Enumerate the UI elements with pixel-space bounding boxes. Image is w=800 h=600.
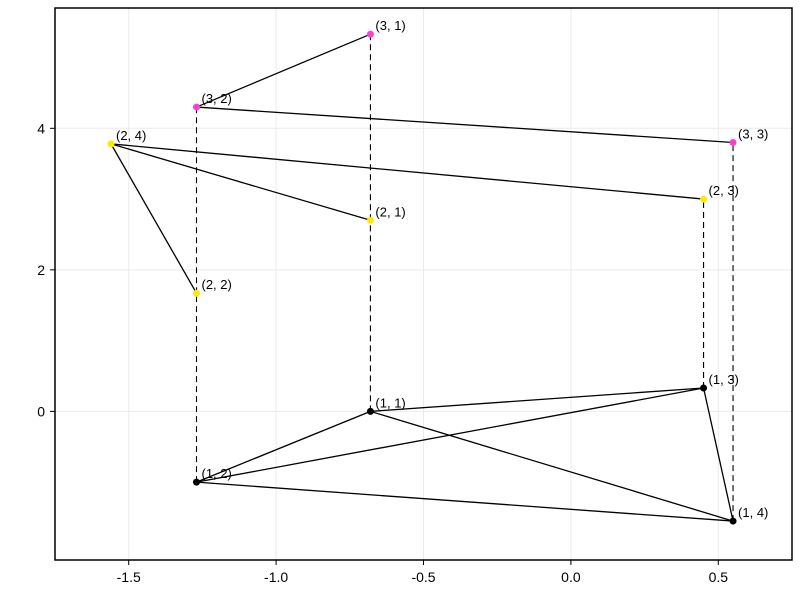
node-2-3 xyxy=(700,196,707,203)
x-tick-label: -1.0 xyxy=(264,569,288,585)
label-1-1: (1, 1) xyxy=(375,395,405,410)
x-axis-ticks: -1.5 -1.0 -0.5 0.0 0.5 xyxy=(117,560,729,585)
node-1-1 xyxy=(367,408,374,415)
x-tick-label: 0.5 xyxy=(709,569,729,585)
node-1-3 xyxy=(700,385,707,392)
y-axis-ticks: 0 2 4 xyxy=(37,120,55,419)
label-2-2: (2, 2) xyxy=(202,277,232,292)
label-1-2: (1, 2) xyxy=(202,466,232,481)
y-tick-label: 4 xyxy=(37,120,45,136)
label-3-3: (3, 3) xyxy=(738,126,768,141)
node-2-4 xyxy=(108,140,115,147)
y-tick-label: 2 xyxy=(37,262,45,278)
node-3-1 xyxy=(367,31,374,38)
label-2-3: (2, 3) xyxy=(709,183,739,198)
node-2-1 xyxy=(367,217,374,224)
x-tick-label: 0.0 xyxy=(561,569,581,585)
x-tick-label: -0.5 xyxy=(411,569,435,585)
chart-svg: (1, 1) (1, 2) (1, 3) (1, 4) (2, 1) (2, 2) (2, … xyxy=(0,0,800,600)
label-2-1: (2, 1) xyxy=(375,204,405,219)
node-2-2 xyxy=(193,290,200,297)
label-1-4: (1, 4) xyxy=(738,505,768,520)
node-3-2 xyxy=(193,104,200,111)
label-3-2: (3, 2) xyxy=(202,91,232,106)
node-1-2 xyxy=(193,479,200,486)
node-1-4 xyxy=(730,518,737,525)
node-3-3 xyxy=(730,139,737,146)
label-2-4: (2, 4) xyxy=(116,128,146,143)
label-3-1: (3, 1) xyxy=(375,18,405,33)
y-tick-label: 0 xyxy=(37,403,45,419)
x-tick-label: -1.5 xyxy=(117,569,141,585)
label-1-3: (1, 3) xyxy=(709,372,739,387)
